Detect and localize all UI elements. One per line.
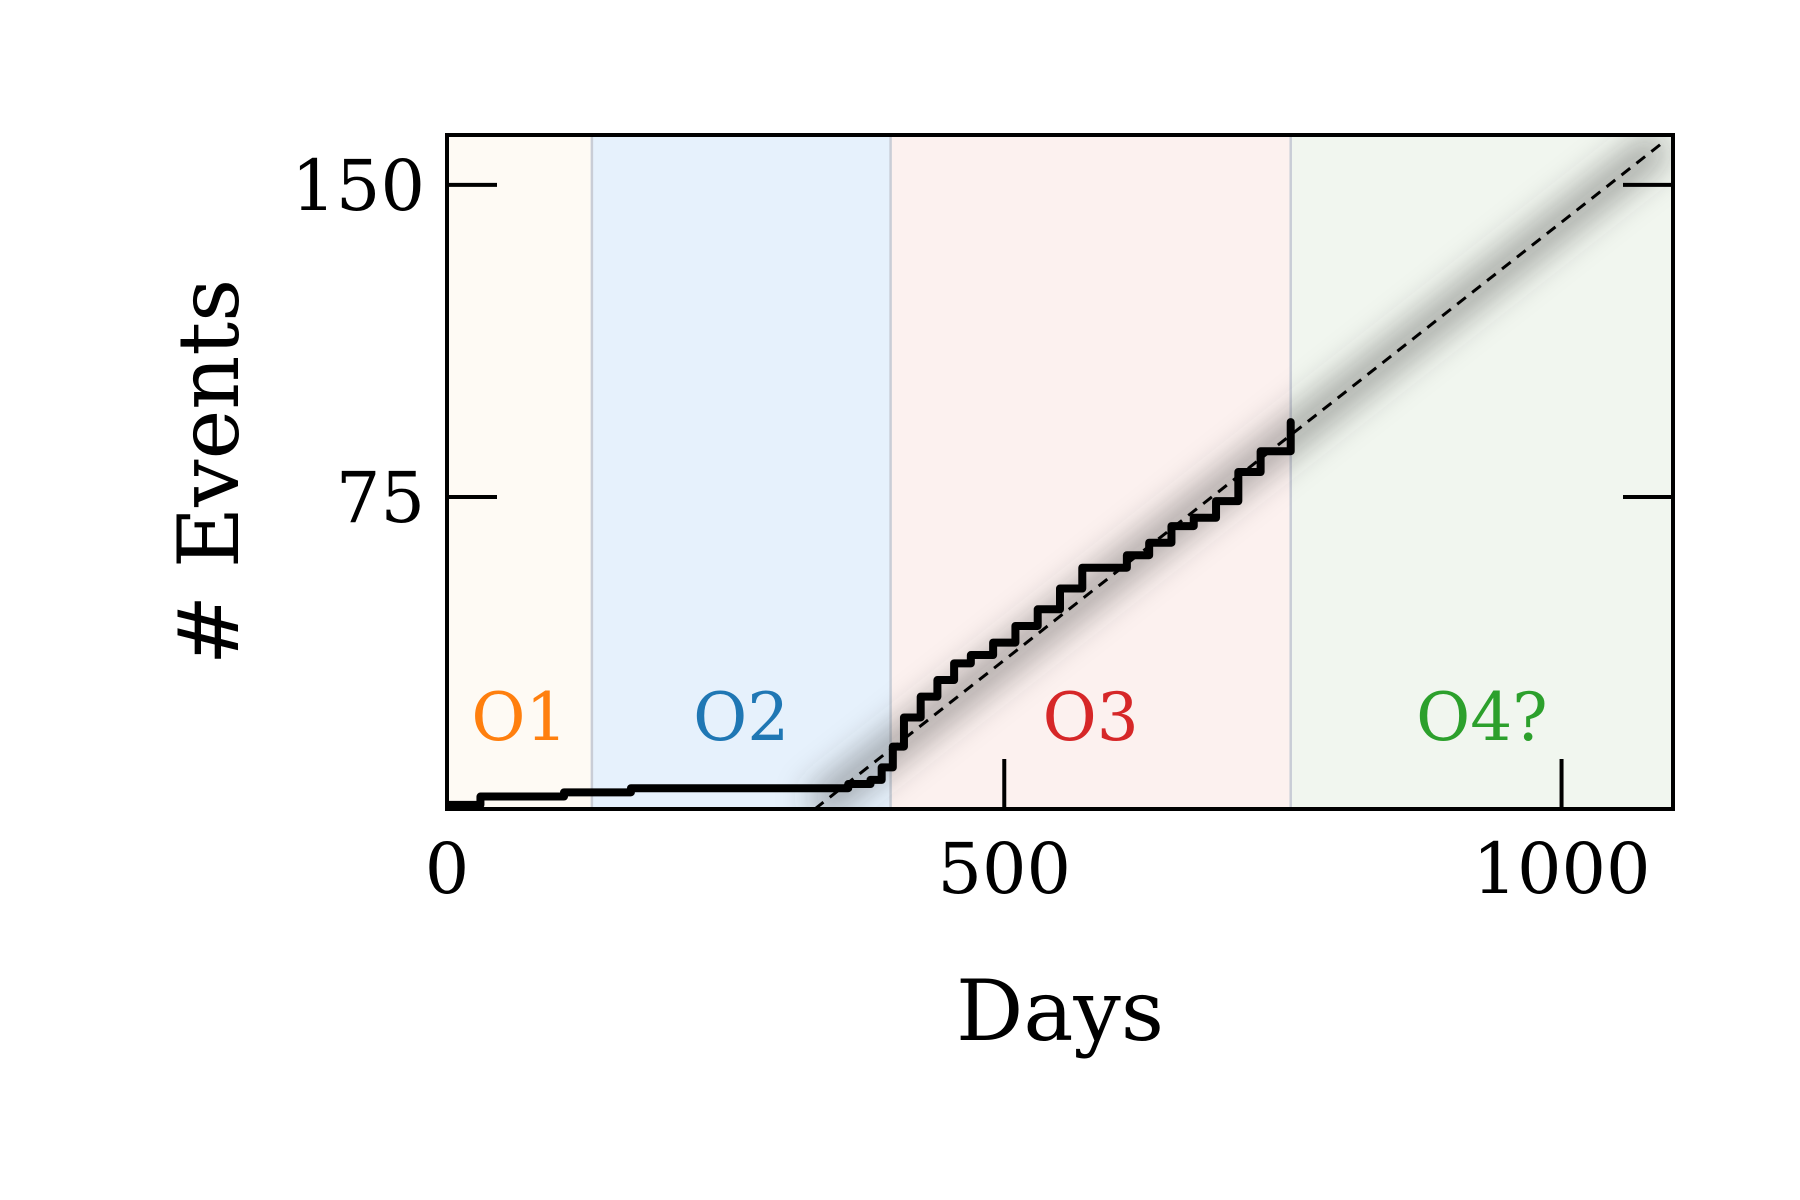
- y-tick-label: 150: [291, 145, 425, 227]
- region-label-o2: O2: [693, 679, 789, 756]
- region-o2: [591, 135, 891, 809]
- region-o1: [447, 135, 592, 809]
- plot-area: [447, 135, 1673, 809]
- region-label-o3: O3: [1043, 679, 1139, 756]
- x-axis-title: Days: [956, 962, 1164, 1060]
- region-label-o1: O1: [471, 679, 567, 756]
- x-tick-label: 500: [937, 828, 1071, 910]
- cumulative-events-line: [447, 418, 1295, 809]
- plot-frame: [445, 133, 1675, 811]
- axis-ticks: 0 500 1000 75 150: [291, 145, 1673, 910]
- region-label-o4: O4?: [1416, 679, 1547, 756]
- y-axis-title: # Events: [160, 279, 258, 666]
- observing-run-regions: O1 O2 O3 O4?: [447, 135, 1673, 809]
- x-tick-label: 1000: [1472, 828, 1650, 910]
- x-tick-label: 0: [425, 828, 470, 910]
- y-tick-label: 75: [336, 457, 425, 539]
- region-o4: [1290, 135, 1673, 809]
